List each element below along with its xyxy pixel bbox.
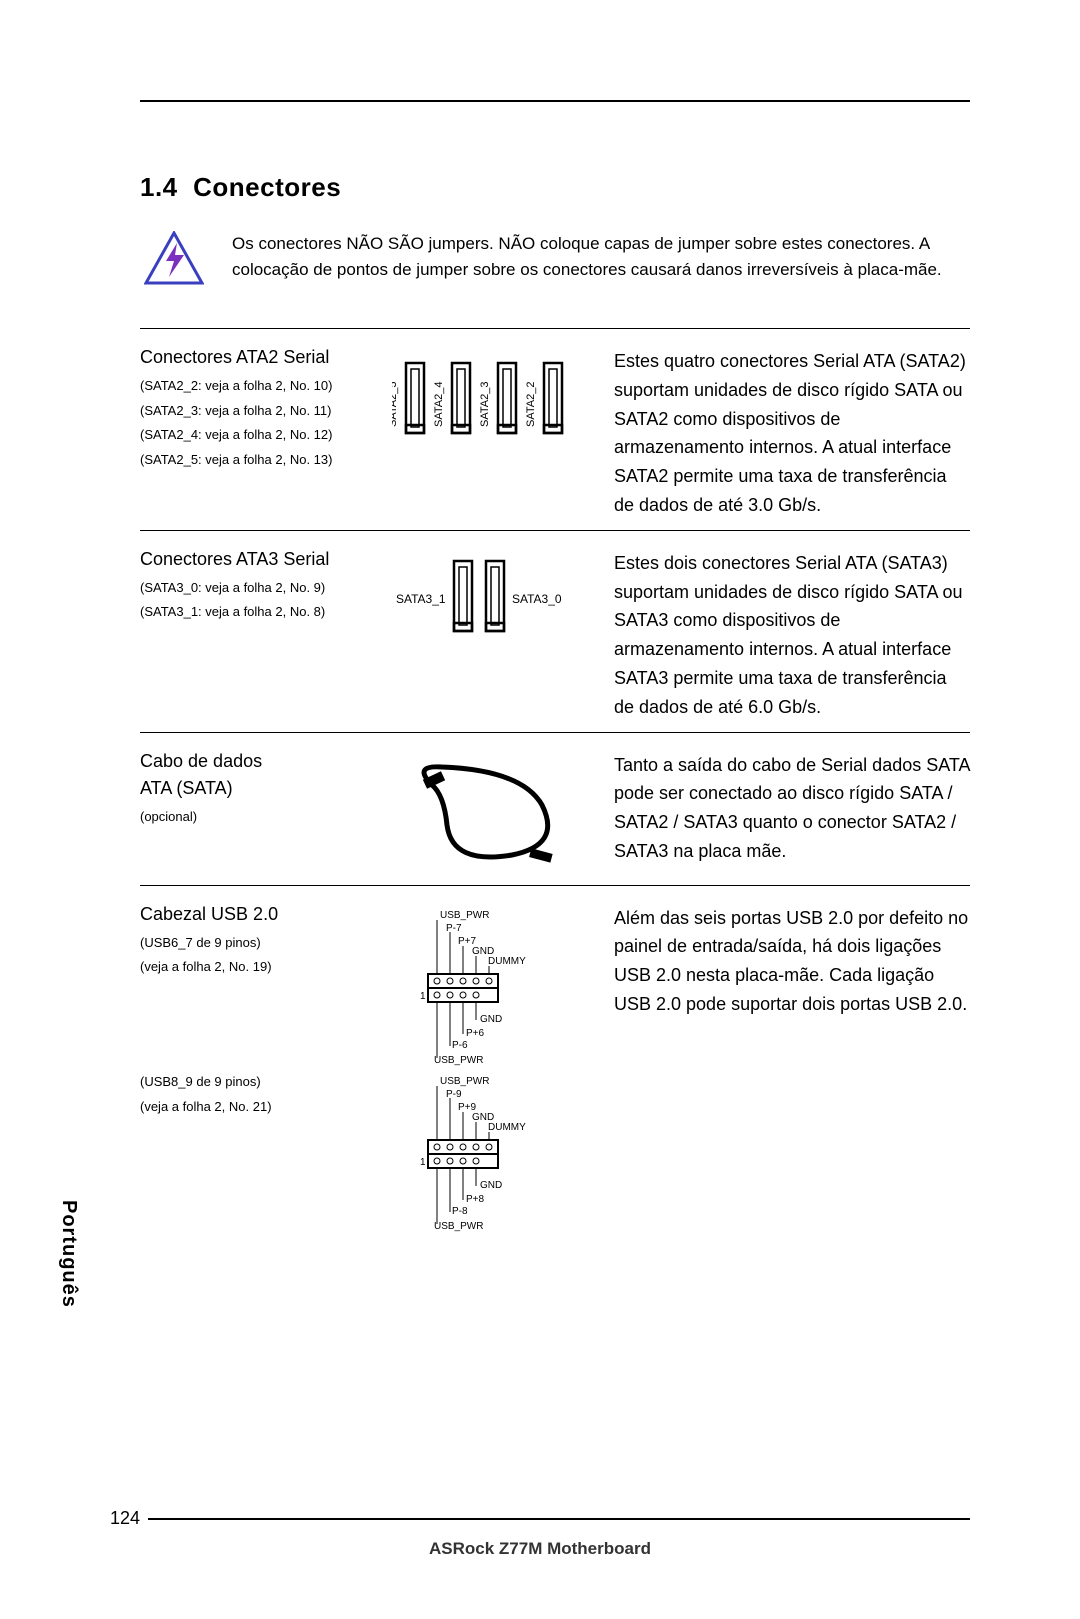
divider bbox=[140, 328, 970, 329]
sata3-sub: (SATA3_1: veja a folha 2, No. 8) bbox=[140, 600, 370, 625]
svg-text:P+6: P+6 bbox=[466, 1028, 485, 1039]
row-usb: Cabezal USB 2.0 (USB6_7 de 9 pinos) (vej… bbox=[140, 904, 970, 1234]
sata3-sub: (SATA3_0: veja a folha 2, No. 9) bbox=[140, 576, 370, 601]
usb-diagram: USB_PWR P-7 P+7 GND DUMMY bbox=[382, 904, 602, 1234]
footer: 124 ASRock Z77M Motherboard bbox=[110, 1508, 970, 1559]
svg-text:P-8: P-8 bbox=[452, 1206, 468, 1217]
divider bbox=[140, 732, 970, 733]
svg-text:1: 1 bbox=[420, 1157, 426, 1168]
usb-header-2: USB_PWR P-9 P+9 GND DUMMY bbox=[382, 1074, 562, 1234]
usb-left: Cabezal USB 2.0 (USB6_7 de 9 pinos) (vej… bbox=[140, 904, 370, 1234]
sata2-sub: (SATA2_3: veja a folha 2, No. 11) bbox=[140, 399, 370, 424]
svg-text:USB_PWR: USB_PWR bbox=[434, 1221, 483, 1232]
svg-text:P-6: P-6 bbox=[452, 1040, 468, 1051]
footer-line: 124 bbox=[110, 1508, 970, 1529]
top-rule bbox=[140, 100, 970, 102]
section-title: 1.4 Conectores bbox=[140, 172, 970, 203]
usb-title: Cabezal USB 2.0 bbox=[140, 904, 370, 925]
sata2-label: SATA2_4 bbox=[433, 382, 445, 427]
sata2-left: Conectores ATA2 Serial (SATA2_2: veja a … bbox=[140, 347, 370, 520]
sata3-label: SATA3_1 bbox=[396, 592, 446, 606]
warning-text: Os conectores NÃO SÃO jumpers. NÃO coloq… bbox=[232, 231, 970, 284]
svg-text:DUMMY: DUMMY bbox=[488, 956, 526, 967]
sata2-label: SATA2_3 bbox=[479, 382, 491, 427]
divider bbox=[140, 885, 970, 886]
svg-text:GND: GND bbox=[480, 1180, 502, 1191]
sata3-desc: Estes dois conectores Serial ATA (SATA3)… bbox=[614, 549, 970, 722]
sata2-desc: Estes quatro conectores Serial ATA (SATA… bbox=[614, 347, 970, 520]
sata2-sub: (SATA2_5: veja a folha 2, No. 13) bbox=[140, 448, 370, 473]
cable-desc: Tanto a saída do cabo de Serial dados SA… bbox=[614, 751, 970, 875]
svg-text:P+8: P+8 bbox=[466, 1194, 485, 1205]
sata2-label: SATA2_2 bbox=[525, 382, 537, 427]
section-name: Conectores bbox=[193, 172, 341, 202]
cable-diagram bbox=[382, 751, 602, 875]
divider bbox=[140, 530, 970, 531]
sata2-sub: (SATA2_2: veja a folha 2, No. 10) bbox=[140, 374, 370, 399]
svg-text:P-9: P-9 bbox=[446, 1089, 462, 1100]
page: 1.4 Conectores Os conectores NÃO SÃO jum… bbox=[0, 0, 1080, 1619]
row-cable: Cabo de dados ATA (SATA) (opcional) Tant… bbox=[140, 751, 970, 875]
svg-text:P-7: P-7 bbox=[446, 923, 462, 934]
sata2-label: SATA2_5 bbox=[392, 382, 399, 427]
sata3-title: Conectores ATA3 Serial bbox=[140, 549, 370, 570]
page-number: 124 bbox=[110, 1508, 148, 1529]
usb-sub: (veja a folha 2, No. 21) bbox=[140, 1095, 370, 1120]
usb-sub: (veja a folha 2, No. 19) bbox=[140, 955, 370, 980]
section-number: 1.4 bbox=[140, 172, 178, 202]
usb-header-1: USB_PWR P-7 P+7 GND DUMMY bbox=[382, 908, 562, 1068]
footer-rule bbox=[148, 1518, 970, 1520]
svg-text:DUMMY: DUMMY bbox=[488, 1122, 526, 1133]
sata2-sub: (SATA2_4: veja a folha 2, No. 12) bbox=[140, 423, 370, 448]
cable-left: Cabo de dados ATA (SATA) (opcional) bbox=[140, 751, 370, 875]
cable-sub: (opcional) bbox=[140, 805, 370, 830]
sata2-title: Conectores ATA2 Serial bbox=[140, 347, 370, 368]
language-side-label: Português bbox=[57, 1200, 80, 1308]
usb-desc: Além das seis portas USB 2.0 por defeito… bbox=[614, 904, 970, 1234]
cable-title2: ATA (SATA) bbox=[140, 778, 370, 799]
svg-text:USB_PWR: USB_PWR bbox=[434, 1055, 483, 1066]
sata3-diagram: SATA3_1 SATA3_0 bbox=[382, 549, 602, 722]
svg-text:USB_PWR: USB_PWR bbox=[440, 910, 489, 921]
row-sata2: Conectores ATA2 Serial (SATA2_2: veja a … bbox=[140, 347, 970, 520]
svg-text:USB_PWR: USB_PWR bbox=[440, 1076, 489, 1087]
sata3-label: SATA3_0 bbox=[512, 592, 562, 606]
warning-icon bbox=[144, 231, 204, 292]
svg-text:1: 1 bbox=[420, 991, 426, 1002]
footer-title: ASRock Z77M Motherboard bbox=[110, 1539, 970, 1559]
sata2-diagram: SATA2_5 SATA2_4 SATA2_3 bbox=[382, 347, 602, 520]
cable-title: Cabo de dados bbox=[140, 751, 370, 772]
svg-text:GND: GND bbox=[480, 1014, 502, 1025]
sata3-left: Conectores ATA3 Serial (SATA3_0: veja a … bbox=[140, 549, 370, 722]
row-sata3: Conectores ATA3 Serial (SATA3_0: veja a … bbox=[140, 549, 970, 722]
warning-box: Os conectores NÃO SÃO jumpers. NÃO coloq… bbox=[140, 231, 970, 292]
usb-sub: (USB6_7 de 9 pinos) bbox=[140, 931, 370, 956]
usb-sub: (USB8_9 de 9 pinos) bbox=[140, 1070, 370, 1095]
